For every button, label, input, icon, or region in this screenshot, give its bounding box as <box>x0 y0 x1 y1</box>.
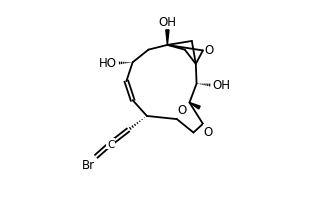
Text: O: O <box>204 125 213 138</box>
Text: O: O <box>204 44 214 57</box>
Text: HO: HO <box>99 57 117 70</box>
Text: Br: Br <box>82 158 95 171</box>
Text: OH: OH <box>213 79 230 92</box>
Polygon shape <box>189 103 200 110</box>
Text: O: O <box>178 103 187 116</box>
Text: OH: OH <box>158 16 176 29</box>
Polygon shape <box>166 31 169 46</box>
Text: C: C <box>107 139 114 149</box>
